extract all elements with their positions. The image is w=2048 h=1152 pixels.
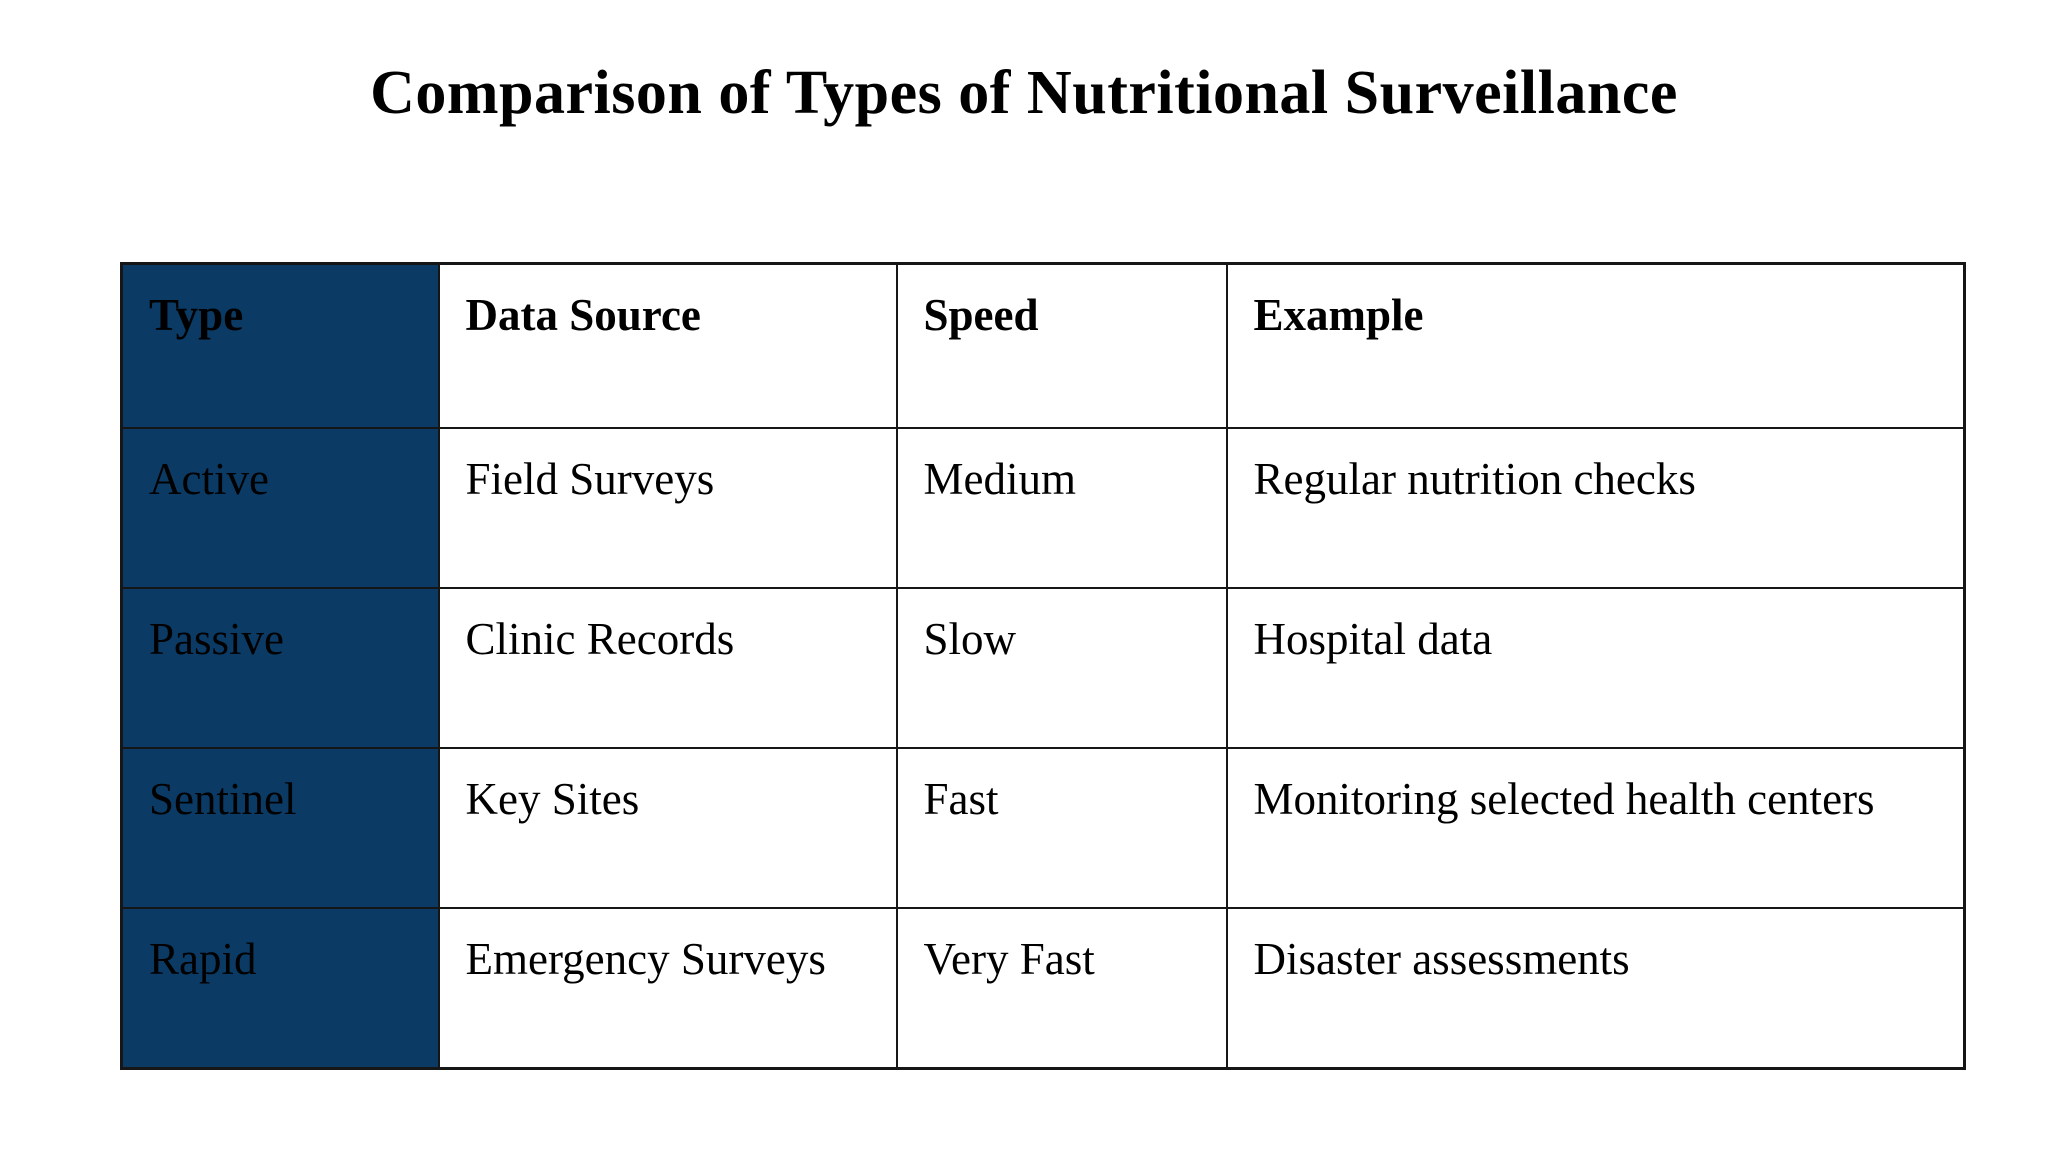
cell-passive-speed: Slow [895, 587, 1228, 749]
table-row-active: Active Field Surveys Medium Regular nutr… [120, 427, 1966, 589]
column-header-data-source: Data Source [437, 262, 898, 429]
row-header-sentinel: Sentinel [120, 747, 440, 909]
page-title: Comparison of Types of Nutritional Surve… [370, 59, 1678, 127]
cell-sentinel-data-source: Key Sites [437, 747, 898, 909]
table-row-passive: Passive Clinic Records Slow Hospital dat… [120, 587, 1966, 749]
row-header-active: Active [120, 427, 440, 589]
cell-sentinel-example: Monitoring selected health centers [1225, 747, 1966, 909]
row-header-passive: Passive [120, 587, 440, 749]
column-header-type: Type [120, 262, 440, 429]
comparison-table: Type Data Source Speed Example Active Fi… [120, 262, 1966, 1070]
cell-active-speed: Medium [895, 427, 1228, 589]
row-header-rapid: Rapid [120, 907, 440, 1069]
cell-passive-example: Hospital data [1225, 587, 1966, 749]
column-header-speed: Speed [895, 262, 1228, 429]
cell-sentinel-speed: Fast [895, 747, 1228, 909]
cell-active-data-source: Field Surveys [437, 427, 898, 589]
cell-rapid-speed: Very Fast [895, 907, 1228, 1069]
table-row-rapid: Rapid Emergency Surveys Very Fast Disast… [120, 907, 1966, 1069]
cell-rapid-data-source: Emergency Surveys [437, 907, 898, 1069]
column-header-example: Example [1225, 262, 1966, 429]
table-row-sentinel: Sentinel Key Sites Fast Monitoring selec… [120, 747, 1966, 909]
cell-passive-data-source: Clinic Records [437, 587, 898, 749]
cell-rapid-example: Disaster assessments [1225, 907, 1966, 1069]
cell-active-example: Regular nutrition checks [1225, 427, 1966, 589]
header-row: Type Data Source Speed Example [120, 262, 1966, 429]
